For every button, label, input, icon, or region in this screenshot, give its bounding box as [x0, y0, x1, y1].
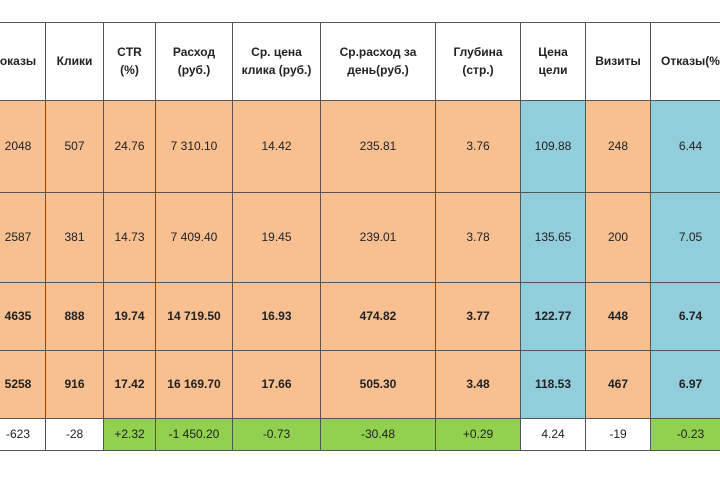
- table-cell: 916: [45, 350, 104, 419]
- header-cell: Ср.расход за день(руб.): [320, 22, 436, 101]
- table-cell: 2048: [0, 100, 46, 193]
- table-cell: 3.78: [435, 192, 521, 283]
- table-cell: 14.73: [103, 192, 156, 283]
- table-cell: 448: [585, 282, 651, 351]
- table-cell: 235.81: [320, 100, 436, 193]
- table-cell: 14 719.50: [155, 282, 233, 351]
- table-cell: +0.29: [435, 418, 521, 451]
- table-cell: 17.66: [232, 350, 321, 419]
- header-cell: Отказы(%: [650, 22, 720, 101]
- table-cell: 3.76: [435, 100, 521, 193]
- table-cell: 2587: [0, 192, 46, 283]
- table-cell: 24.76: [103, 100, 156, 193]
- table-cell: 16 169.70: [155, 350, 233, 419]
- table-cell: 109.88: [520, 100, 586, 193]
- table-cell: 6.74: [650, 282, 720, 351]
- table-cell: 474.82: [320, 282, 436, 351]
- header-cell: Ср. цена клика (руб.): [232, 22, 321, 101]
- table-cell: 3.77: [435, 282, 521, 351]
- table-cell: 135.65: [520, 192, 586, 283]
- table-cell: 505.30: [320, 350, 436, 419]
- table-cell: -30.48: [320, 418, 436, 451]
- table-cell: 118.53: [520, 350, 586, 419]
- header-cell: Расход (руб.): [155, 22, 233, 101]
- table-cell: -1 450.20: [155, 418, 233, 451]
- header-cell: Цена цели: [520, 22, 586, 101]
- header-cell: CTR (%): [103, 22, 156, 101]
- table-cell: 248: [585, 100, 651, 193]
- table-cell: 467: [585, 350, 651, 419]
- table-cell: 507: [45, 100, 104, 193]
- table-cell: 200: [585, 192, 651, 283]
- table-cell: -0.23: [650, 418, 720, 451]
- table-cell: 4635: [0, 282, 46, 351]
- table-cell: 4.24: [520, 418, 586, 451]
- header-cell: Визиты: [585, 22, 651, 101]
- table-cell: 16.93: [232, 282, 321, 351]
- header-cell: Клики: [45, 22, 104, 101]
- table-cell: 381: [45, 192, 104, 283]
- table-cell: 122.77: [520, 282, 586, 351]
- table-cell: 3.48: [435, 350, 521, 419]
- table-cell: 6.97: [650, 350, 720, 419]
- table-cell: 7 310.10: [155, 100, 233, 193]
- table-cell: -19: [585, 418, 651, 451]
- table-cell: +2.32: [103, 418, 156, 451]
- table-cell: 6.44: [650, 100, 720, 193]
- table-cell: -623: [0, 418, 46, 451]
- table-cell: -28: [45, 418, 104, 451]
- table-cell: 7.05: [650, 192, 720, 283]
- table-cell: -0.73: [232, 418, 321, 451]
- table-cell: 14.42: [232, 100, 321, 193]
- header-cell: Глубина (стр.): [435, 22, 521, 101]
- header-cell: оказы: [0, 22, 46, 101]
- table-cell: 19.74: [103, 282, 156, 351]
- table-cell: 7 409.40: [155, 192, 233, 283]
- table-cell: 5258: [0, 350, 46, 419]
- table-cell: 19.45: [232, 192, 321, 283]
- table-cell: 239.01: [320, 192, 436, 283]
- table-cell: 17.42: [103, 350, 156, 419]
- table-cell: 888: [45, 282, 104, 351]
